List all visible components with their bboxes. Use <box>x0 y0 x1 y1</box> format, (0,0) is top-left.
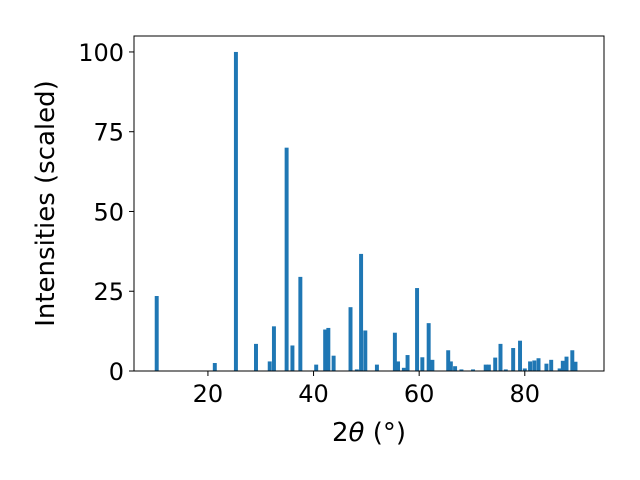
bar <box>522 368 527 371</box>
bar <box>426 323 431 371</box>
bar <box>498 343 503 371</box>
bar <box>518 340 523 371</box>
bar <box>557 368 562 371</box>
bar <box>448 361 453 371</box>
bar <box>396 361 401 371</box>
bar <box>154 296 159 371</box>
x-tick-label: 20 <box>193 380 224 408</box>
bar <box>532 360 537 371</box>
bar <box>254 343 258 371</box>
bar <box>528 361 533 371</box>
y-axis-ticks: 0 25 50 75 100 <box>78 39 134 386</box>
bar <box>363 330 368 371</box>
bar <box>544 363 549 371</box>
y-tick-label: 25 <box>93 278 124 306</box>
bar <box>573 361 578 371</box>
bar <box>493 357 498 371</box>
x-axis-label: 2θ (°) <box>332 418 406 448</box>
bar <box>267 361 272 371</box>
bar <box>326 327 331 371</box>
x-tick-label: 40 <box>298 380 329 408</box>
bar <box>392 332 397 371</box>
bar <box>323 329 328 371</box>
bar <box>359 253 364 371</box>
bar <box>471 369 476 371</box>
bar <box>331 355 336 371</box>
y-axis-label: Intensities (scaled) <box>31 80 61 327</box>
bar <box>284 147 289 371</box>
bar <box>314 364 319 371</box>
bar <box>233 51 238 371</box>
bar <box>570 350 575 371</box>
bar <box>401 367 406 371</box>
bar <box>459 369 464 371</box>
bar <box>549 359 554 371</box>
bar <box>271 326 276 371</box>
bar <box>511 348 516 371</box>
bar <box>348 307 353 371</box>
bar <box>486 364 491 371</box>
bar <box>446 350 451 371</box>
x-tick-label: 80 <box>510 380 541 408</box>
bar <box>483 364 488 371</box>
bar <box>354 369 359 371</box>
y-tick-label: 50 <box>93 198 124 226</box>
x-tick-label: 60 <box>404 380 435 408</box>
bar <box>560 360 565 371</box>
y-tick-label: 100 <box>78 39 124 67</box>
bar <box>453 366 458 371</box>
bar <box>405 355 410 371</box>
bar <box>290 345 295 371</box>
bar <box>420 357 425 371</box>
y-tick-label: 0 <box>109 358 124 386</box>
bar <box>430 359 435 371</box>
bars <box>154 51 578 371</box>
plot-frame <box>133 35 605 372</box>
bar <box>374 364 379 371</box>
bar <box>298 276 303 371</box>
bar <box>503 369 508 371</box>
bar <box>212 363 217 371</box>
x-axis-ticks: 20 40 60 80 <box>193 371 540 408</box>
bar <box>564 356 569 371</box>
bar <box>415 288 420 371</box>
y-tick-label: 75 <box>93 119 124 147</box>
bar <box>536 358 541 371</box>
